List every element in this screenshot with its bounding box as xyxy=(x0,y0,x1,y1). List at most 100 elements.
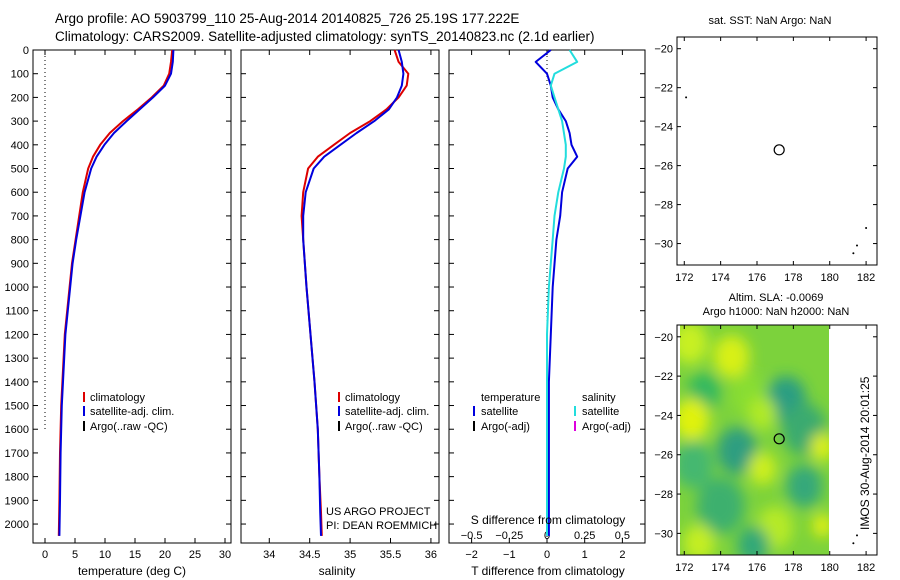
x-tick-label: 35 xyxy=(344,549,356,561)
x-top-tick-label: −0.25 xyxy=(495,530,523,542)
sla-anomaly-blob xyxy=(680,440,714,489)
difference-panel: −2 −1 0 1 2 −0.5 −0.25 0 0.25 0.5 S difference fr… xyxy=(448,49,646,578)
difference-top-xlabel: S difference from climatology xyxy=(471,513,626,527)
x-top-tick-label: 0.25 xyxy=(574,530,595,542)
sla-anomaly-blob xyxy=(810,432,829,462)
x-tick-label: 20 xyxy=(159,549,171,561)
x-tick-label: 0 xyxy=(544,549,550,561)
y-tick-label: 1500 xyxy=(5,401,29,413)
legend-heading-salinity: salinity xyxy=(582,392,616,404)
map-y-tick-label: −24 xyxy=(654,410,673,422)
legend-label-argo: Argo(..raw -QC) xyxy=(345,421,423,433)
legend-label-temp-satellite: satellite xyxy=(481,406,518,418)
temperature-panel: 0 5 10 15 20 25 300100200300400500600700800900… xyxy=(5,45,232,578)
y-tick-label: 200 xyxy=(11,92,29,104)
y-tick-label: 700 xyxy=(11,211,29,223)
sst-map-frame xyxy=(676,36,878,266)
map-y-tick-label: −20 xyxy=(654,332,673,344)
sla-map-panel: Altim. SLA: -0.0069 Argo h1000: NaN h200… xyxy=(654,292,878,574)
difference-legend: temperature satellite Argo(-adj) salinit… xyxy=(473,392,631,433)
sla-anomaly-blob xyxy=(696,477,745,535)
temperature-xlabel: temperature (deg C) xyxy=(78,564,186,578)
map-x-tick-label: 174 xyxy=(711,272,729,284)
sla-anomaly-blob xyxy=(786,464,823,508)
map-x-tick-label: 180 xyxy=(821,272,839,284)
y-tick-label: 0 xyxy=(23,45,29,57)
map-x-tick-label: 176 xyxy=(748,272,766,284)
x-tick-label: 36 xyxy=(425,549,437,561)
figure-title-line-1: Argo profile: AO 5903799_110 25-Aug-2014… xyxy=(55,11,520,26)
y-tick-label: 1300 xyxy=(5,353,29,365)
imos-timestamp-label: IMOS 30-Aug-2014 20:01:25 xyxy=(858,376,872,530)
coastline-dot xyxy=(865,516,868,519)
legend-label-satellite: satellite-adj. clim. xyxy=(90,406,174,418)
y-tick-label: 800 xyxy=(11,235,29,247)
x-top-tick-label: 0.5 xyxy=(615,530,630,542)
project-annotation: US ARGO PROJECT xyxy=(326,506,431,518)
map-y-tick-label: −28 xyxy=(654,200,673,212)
map-x-tick-label: 172 xyxy=(675,272,693,284)
sla-title-line-1: Altim. SLA: -0.0069 xyxy=(729,292,824,304)
y-tick-label: 1200 xyxy=(5,329,29,341)
sla-anomaly-blob xyxy=(748,451,777,486)
sla-map-frame xyxy=(676,324,878,556)
salinity-axes-frame xyxy=(240,49,440,544)
sla-anomaly-blob xyxy=(713,335,750,378)
x-top-tick-label: 0 xyxy=(544,530,550,542)
profile-line-satellite-adj-clim- xyxy=(302,49,405,536)
legend-label-argo: Argo(..raw -QC) xyxy=(90,421,168,433)
map-y-tick-label: −22 xyxy=(654,83,673,95)
temperature-legend: climatology satellite-adj. clim. Argo(..… xyxy=(83,392,174,433)
map-y-tick-label: −26 xyxy=(654,450,673,462)
coastline-dot xyxy=(852,252,855,255)
argo-position-marker xyxy=(773,144,785,156)
x-tick-label: 30 xyxy=(219,549,231,561)
sla-anomaly-blob xyxy=(680,398,710,441)
sst-map-panel: sat. SST: NaN Argo: NaN 172 174 176 178 180 1… xyxy=(654,15,878,284)
sst-map-title: sat. SST: NaN Argo: NaN xyxy=(709,15,832,27)
pi-annotation: PI: DEAN ROEMMICH xyxy=(326,520,437,532)
y-tick-label: 1700 xyxy=(5,448,29,460)
salinity-legend: climatology satellite-adj. clim. Argo(..… xyxy=(338,392,429,433)
y-tick-label: 600 xyxy=(11,187,29,199)
map-x-tick-label: 178 xyxy=(784,562,802,574)
x-tick-label: 5 xyxy=(72,549,78,561)
y-tick-label: 1400 xyxy=(5,377,29,389)
legend-label-temp-argo: Argo(-adj) xyxy=(481,421,530,433)
legend-label-sal-satellite: satellite xyxy=(582,406,619,418)
y-tick-label: 1100 xyxy=(5,306,29,318)
legend-label-climatology: climatology xyxy=(90,392,146,404)
profile-line-satellite-adj-clim- xyxy=(58,49,175,536)
map-x-tick-label: 172 xyxy=(675,562,693,574)
figure-title-line-2: Climatology: CARS2009. Satellite-adjuste… xyxy=(55,29,595,44)
map-x-tick-label: 182 xyxy=(857,562,875,574)
map-y-tick-label: −22 xyxy=(654,371,673,383)
sla-anomaly-blob xyxy=(680,325,708,364)
legend-label-satellite: satellite-adj. clim. xyxy=(345,406,429,418)
coastline-dot xyxy=(856,244,858,247)
sla-anomaly-blob xyxy=(812,513,829,538)
map-y-tick-label: −24 xyxy=(654,122,673,134)
map-x-tick-label: 178 xyxy=(784,272,802,284)
x-tick-label: 34.5 xyxy=(299,549,320,561)
coastline-dot xyxy=(856,534,858,537)
map-x-tick-label: 176 xyxy=(748,562,766,574)
map-y-tick-label: −30 xyxy=(654,528,673,540)
map-x-tick-label: 180 xyxy=(821,562,839,574)
y-tick-label: 400 xyxy=(11,140,29,152)
y-tick-label: 1800 xyxy=(5,472,29,484)
map-y-tick-label: −20 xyxy=(654,44,673,56)
argo-position-marker xyxy=(773,433,785,445)
x-tick-label: −2 xyxy=(465,549,478,561)
x-tick-label: 15 xyxy=(129,549,141,561)
y-tick-label: 1600 xyxy=(5,424,29,436)
temperature-axes-frame xyxy=(32,49,232,544)
sla-anomaly-blob xyxy=(748,396,777,431)
profile-line-salinity-satellite xyxy=(546,49,579,536)
x-tick-label: 2 xyxy=(619,549,625,561)
coastline-dot xyxy=(852,542,855,545)
legend-label-sal-argo: Argo(-adj) xyxy=(582,421,631,433)
y-tick-label: 1900 xyxy=(5,495,29,507)
y-tick-label: 900 xyxy=(11,258,29,270)
